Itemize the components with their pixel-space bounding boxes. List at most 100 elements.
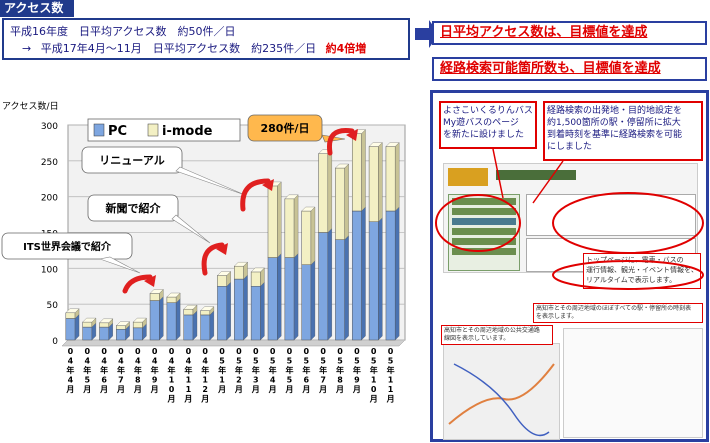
bar-top [149,289,164,294]
news-highlight [552,192,704,254]
y-tick-label: 50 [47,301,59,311]
x-tick-label: 0 [236,347,242,356]
bar-pc [284,257,295,341]
renewal-annotation: リニューアル [99,154,164,167]
section-tag: アクセス数 [0,0,74,17]
x-tick-label: 月 [200,395,209,404]
x-tick-label: 0 [68,347,74,356]
arrow-glyph: → [22,42,32,55]
legend-swatch-imode [147,123,159,137]
x-tick-label: 0 [337,347,343,356]
legend-swatch-pc [93,123,105,137]
plot-floor [61,339,406,347]
bar-side [310,206,316,266]
x-tick-label: 1 [371,376,377,385]
bar-side [395,142,400,212]
x-tick-label: 6 [101,376,107,385]
x-tick-label: 4 [135,357,141,366]
x-tick-label: 月 [335,385,344,394]
x-tick-label: 5 [236,357,242,366]
x-tick-label: 月 [352,385,361,394]
x-tick-label: 5 [304,357,310,366]
x-tick-label: 年 [151,365,159,375]
x-tick-label: 年 [235,365,243,375]
x-tick-label: 5 [219,357,225,366]
peak-arrow-head [346,129,358,141]
x-tick-label: 5 [287,357,293,366]
bar-i-mode [166,296,177,303]
bar-side [327,228,332,341]
x-tick-label: 5 [253,357,259,366]
bar-i-mode [385,146,396,212]
x-tick-label: 月 [82,385,91,394]
bar-i-mode [368,146,379,222]
x-tick-label: 月 [99,385,108,394]
x-tick-label: 0 [169,385,175,394]
x-tick-label: 8 [337,376,343,385]
bar-pc [166,302,177,341]
bar-i-mode [99,322,110,328]
y-tick-label: 250 [41,158,58,168]
x-tick-label: 2 [236,376,242,385]
x-tick-label: 3 [253,376,259,385]
bar-top [183,305,198,310]
bar-i-mode [318,153,329,233]
note-top-page: トップページに、電車・バスの 運行情報、観光・イベント情報を、 リアルタイムで表… [583,253,701,289]
x-tick-label: 月 [369,395,378,404]
x-tick-label: 月 [116,385,125,394]
x-tick-label: 0 [152,347,158,356]
legend-label-pc: PC [108,124,127,139]
x-tick-label: 0 [253,347,259,356]
x-tick-label: 月 [301,385,310,394]
bar-side [209,310,215,341]
bar-i-mode [183,308,194,316]
x-tick-label: 0 [169,347,175,356]
x-tick-label: 0 [320,347,326,356]
bar-top [200,306,215,311]
x-tick-label: 0 [388,347,394,356]
x-tick-label: 4 [68,376,74,385]
x-tick-label: 8 [135,376,141,385]
bar-side [293,253,299,341]
site-logo [448,168,488,186]
bar-pc [351,210,362,341]
bar-pc [65,318,76,341]
x-tick-label: 年 [184,365,192,375]
bar-side [243,274,248,341]
x-tick-label: 1 [388,376,394,385]
x-tick-label: 1 [219,376,225,385]
x-tick-label: 月 [150,385,159,394]
its-arrow [122,274,153,294]
bar-i-mode [82,321,93,328]
x-tick-label: 年 [218,365,226,375]
x-tick-label: 年 [387,365,395,375]
x-tick-label: 年 [117,365,125,375]
bar-i-mode [335,167,345,240]
x-tick-label: 4 [152,357,158,366]
x-tick-label: 4 [118,357,124,366]
x-tick-label: 9 [152,376,158,385]
x-tick-label: 年 [168,365,176,375]
bar-pc [368,221,379,341]
x-tick-label: 0 [371,347,377,356]
renewal-pointer [175,166,246,196]
x-tick-label: 年 [353,365,361,375]
x-tick-label: 5 [270,357,276,366]
x-tick-label: 月 [268,385,277,394]
x-tick-label: 5 [371,357,377,366]
its-arrow-head [144,275,156,287]
newspaper-annotation-box [87,194,179,222]
bar-top [301,206,316,212]
summary-line-2: → 平成17年4月～11月 日平均アクセス数 約235件／日 約4倍増 [10,40,408,57]
its-annotation: ITS世界会議で紹介 [23,240,112,253]
x-tick-label: 0 [101,347,107,356]
x-tick-label: 月 [284,385,293,394]
x-tick-label: 月 [167,395,176,404]
x-tick-label: 0 [219,347,225,356]
bar-top [82,317,97,323]
note-timetable: 高知市とその周辺地域のほぼすべての駅・停留所の時刻表 を表示します。 [533,303,703,323]
x-tick-label: 年 [336,365,344,375]
bar-pc [116,329,126,341]
x-tick-label: 年 [370,365,378,375]
x-tick-label: 年 [302,365,310,375]
